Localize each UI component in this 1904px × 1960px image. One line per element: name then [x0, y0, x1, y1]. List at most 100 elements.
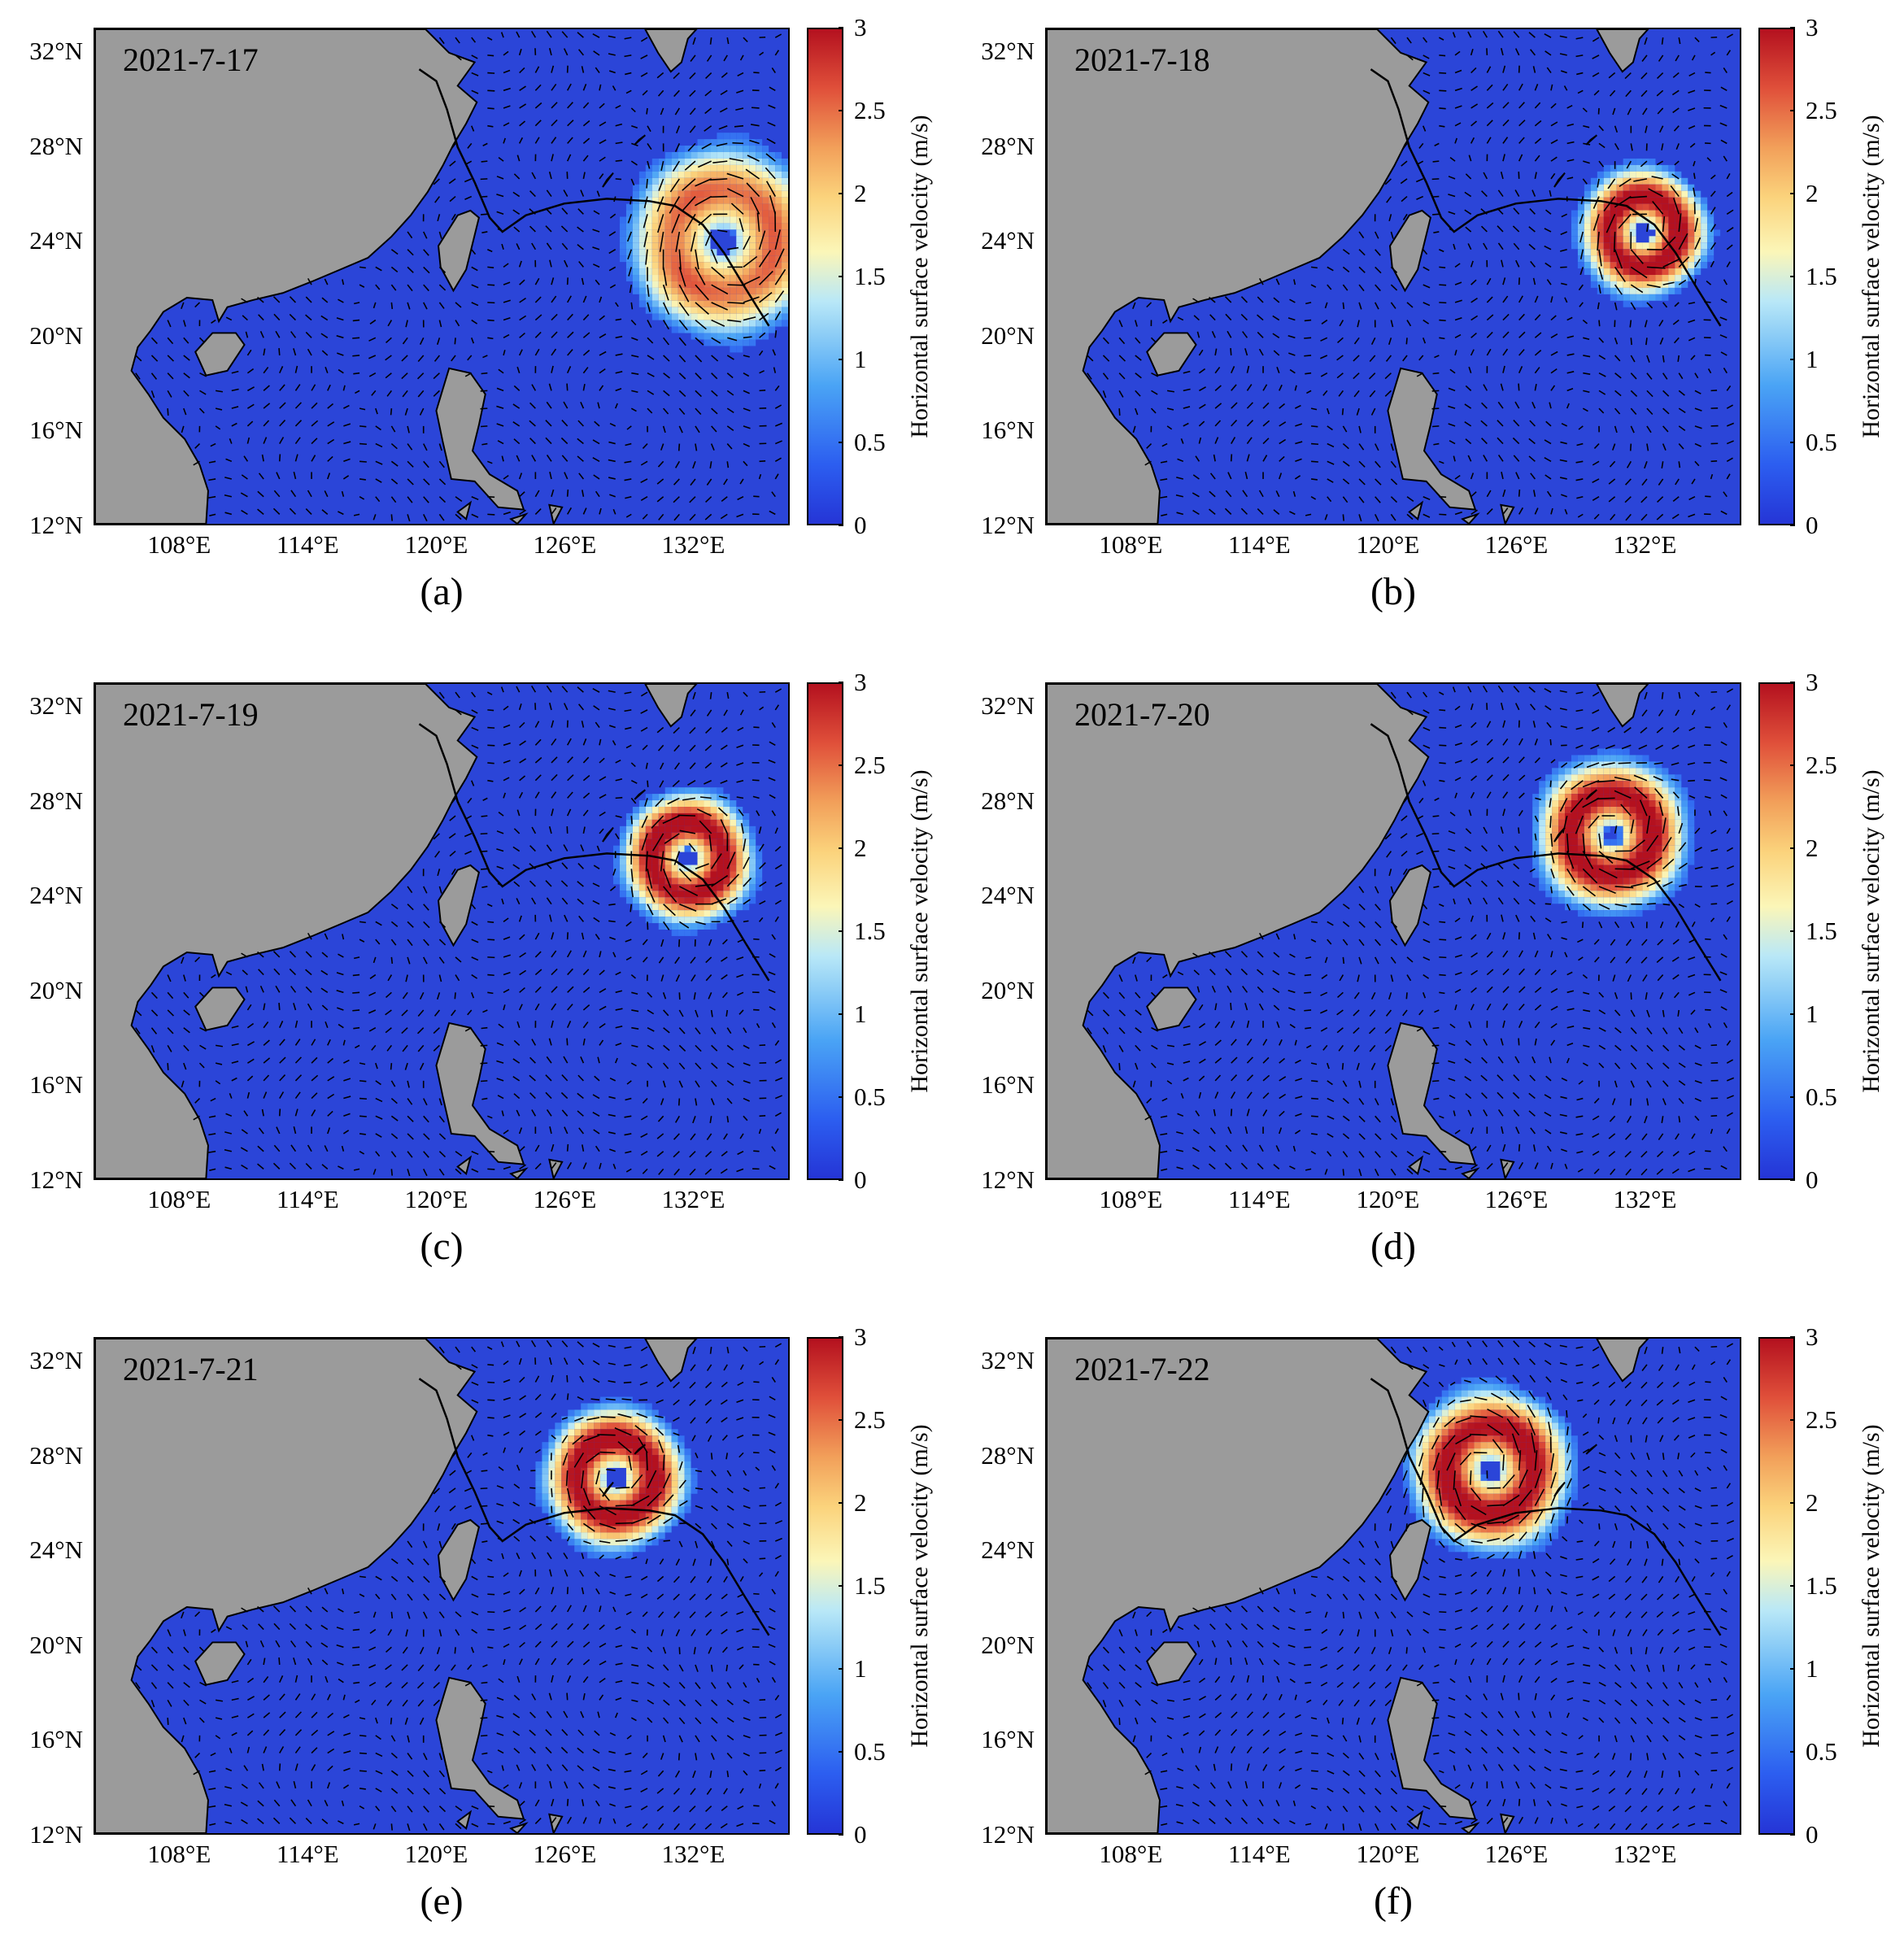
colorbar-tick-label: 1.5: [1806, 262, 1837, 291]
lon-tick-label: 114°E: [1228, 1185, 1291, 1214]
coastline: [436, 1678, 523, 1819]
colorbar-tick-mark: [839, 110, 843, 111]
colorbar-tick-label: 3: [854, 13, 867, 42]
colorbar-tick-label: 0: [854, 1165, 867, 1195]
coastline: [195, 333, 244, 375]
lon-tick-label: 120°E: [404, 530, 468, 560]
coastline: [1147, 1642, 1196, 1684]
coastline: [1597, 29, 1648, 72]
lat-tick-label: 24°N: [29, 226, 83, 255]
coastline: [458, 1157, 471, 1174]
land: [1047, 684, 1648, 1178]
colorbar-tick-label: 0: [1806, 1820, 1819, 1849]
coastline: [1462, 514, 1477, 524]
lon-tick-label: 108°E: [147, 1185, 211, 1214]
colorbar-title: Horizontal surface velocity (m/s): [1858, 115, 1885, 438]
colorbar-tick-mark: [839, 525, 843, 526]
velocity-field: [1047, 684, 1740, 1178]
lon-tick-label: 126°E: [534, 1840, 597, 1869]
coastline: [1388, 1678, 1475, 1819]
coastline: [1462, 1823, 1477, 1833]
velocity-field: [95, 684, 788, 1178]
colorbar-tick-mark: [839, 682, 843, 683]
colorbar-tick-mark: [839, 27, 843, 28]
colorbar-tick-mark: [1790, 1013, 1795, 1015]
velocity-field: [95, 1339, 788, 1833]
lon-tick-label: 120°E: [404, 1840, 468, 1869]
panel-letter: (d): [1370, 1224, 1416, 1269]
lat-tick-label: 32°N: [29, 37, 83, 66]
colorbar-tick-label: 0.5: [1806, 1737, 1837, 1766]
lat-tick-label: 32°N: [29, 1346, 83, 1375]
colorbar-tick-mark: [1790, 1179, 1795, 1181]
lat-tick-label: 12°N: [29, 511, 83, 540]
colorbar-title: Horizontal surface velocity (m/s): [906, 115, 934, 438]
colorbar-tick-mark: [1790, 1668, 1795, 1670]
colorbar-tick-mark: [1790, 442, 1795, 443]
speed-field: [613, 787, 762, 936]
coastline: [1597, 1339, 1648, 1381]
colorbar-tick-mark: [839, 1502, 843, 1504]
colorbar-tick-mark: [1790, 193, 1795, 194]
colorbar-tick-label: 2.5: [854, 1405, 886, 1435]
colorbar-tick-label: 0: [1806, 511, 1819, 540]
velocity-map: 2021-7-17: [94, 28, 790, 525]
colorbar-tick-mark: [1790, 1834, 1795, 1836]
lat-tick-label: 16°N: [29, 1725, 83, 1754]
colorbar-tick-label: 1: [854, 1654, 867, 1683]
lon-tick-label: 114°E: [277, 1185, 339, 1214]
lon-tick-label: 114°E: [1228, 530, 1291, 560]
speed-field: [1571, 159, 1720, 307]
land: [1047, 29, 1648, 524]
colorbar-tick-mark: [839, 1013, 843, 1015]
lat-tick-label: 12°N: [981, 511, 1035, 540]
colorbar-tick-label: 1: [1806, 1654, 1819, 1683]
lat-tick-label: 28°N: [29, 1441, 83, 1470]
lon-tick-label: 132°E: [1614, 1185, 1677, 1214]
coastline: [645, 684, 696, 726]
coastline: [511, 1823, 525, 1833]
lat-tick-label: 16°N: [29, 416, 83, 445]
coastline: [1388, 368, 1475, 510]
velocity-map: 2021-7-22: [1045, 1337, 1741, 1835]
lon-tick-label: 120°E: [404, 1185, 468, 1214]
colorbar-tick-label: 2: [854, 834, 867, 863]
coastline: [1409, 1812, 1423, 1828]
colorbar-tick-mark: [839, 442, 843, 443]
lon-tick-label: 126°E: [1485, 1185, 1549, 1214]
lat-tick-label: 24°N: [981, 1535, 1035, 1565]
lat-tick-label: 16°N: [981, 1070, 1035, 1100]
colorbar-tick-label: 2: [1806, 1488, 1819, 1518]
lon-tick-label: 108°E: [1099, 1185, 1162, 1214]
colorbar-tick-mark: [839, 930, 843, 932]
colorbar-tick-label: 2: [1806, 179, 1819, 208]
colorbar-tick-label: 2: [1806, 834, 1819, 863]
lat-tick-label: 24°N: [29, 881, 83, 910]
lat-tick-label: 24°N: [981, 226, 1035, 255]
lat-tick-label: 20°N: [29, 1631, 83, 1660]
lon-tick-label: 120°E: [1356, 1185, 1419, 1214]
colorbar-tick-mark: [839, 847, 843, 849]
panel-letter: (e): [420, 1879, 463, 1923]
colorbar-tick-label: 1.5: [854, 262, 886, 291]
colorbar-tick-label: 0.5: [854, 1082, 886, 1112]
lon-tick-label: 132°E: [662, 1840, 725, 1869]
velocity-map: 2021-7-18: [1045, 28, 1741, 525]
colorbar-tick-label: 0.5: [1806, 1082, 1837, 1112]
colorbar-tick-label: 1: [1806, 345, 1819, 374]
colorbar-tick-label: 3: [854, 668, 867, 697]
colorbar-tick-mark: [1790, 930, 1795, 932]
coastline: [1047, 1339, 1428, 1833]
colorbar-tick-label: 1.5: [854, 917, 886, 946]
velocity-field: [1047, 1339, 1740, 1833]
date-label: 2021-7-18: [1074, 41, 1210, 79]
panel-letter: (f): [1374, 1879, 1413, 1923]
coastline: [603, 173, 613, 187]
colorbar-title: Horizontal surface velocity (m/s): [906, 1424, 934, 1747]
colorbar-tick-mark: [839, 1751, 843, 1753]
coastline: [1597, 684, 1648, 726]
